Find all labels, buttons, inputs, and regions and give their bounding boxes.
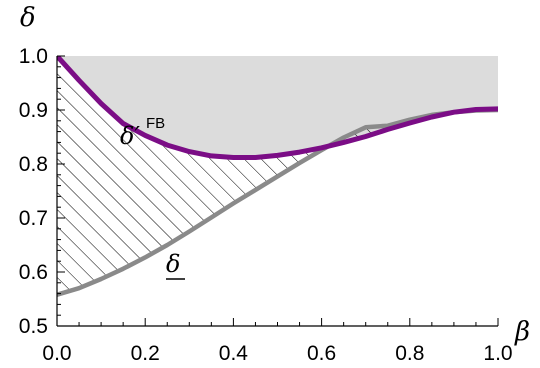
x-tick-label: 0.8 — [395, 342, 424, 365]
x-tick-label: 1.0 — [483, 342, 512, 365]
y-axis-title: δ — [20, 3, 36, 33]
annotation-delta: δ — [166, 250, 180, 278]
y-tick-label: 0.5 — [19, 315, 48, 338]
y-tick-label: 0.9 — [19, 99, 48, 122]
annotation-delta-prime: δ′ — [120, 122, 140, 150]
x-tick-label: 0.0 — [42, 342, 71, 365]
y-tick-label: 0.8 — [19, 153, 48, 176]
x-tick-label: 0.4 — [219, 342, 249, 365]
x-tick-label: 0.6 — [307, 342, 336, 365]
x-axis-title: β — [514, 317, 530, 347]
annotation-delta-prime-fb: δ′ FB — [120, 115, 165, 150]
annotation-fb-superscript: FB — [146, 115, 165, 132]
series-line-delta-prime-fb — [57, 56, 498, 160]
y-tick-label: 1.0 — [19, 45, 48, 68]
x-tick-label: 0.2 — [131, 342, 160, 365]
y-tick-label: 0.6 — [19, 261, 48, 284]
annotation-delta-underlined: δ — [166, 250, 185, 280]
upper-gray-region — [57, 56, 498, 158]
y-tick-label: 0.7 — [19, 207, 48, 230]
